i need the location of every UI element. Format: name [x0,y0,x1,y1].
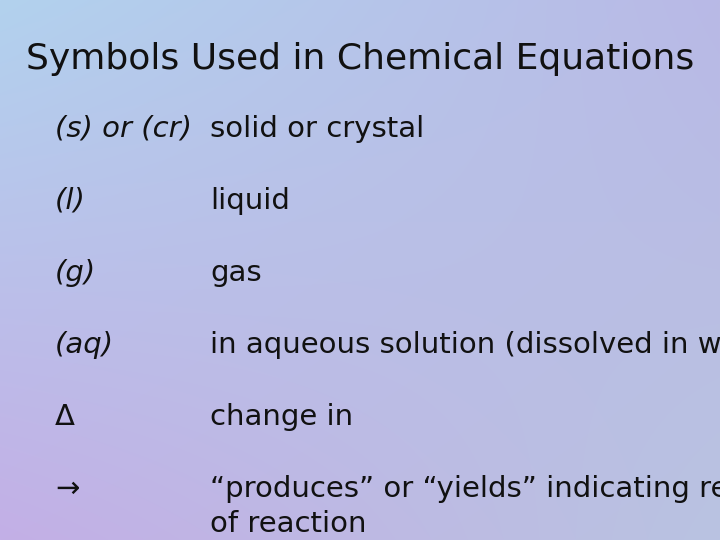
Text: →: → [55,475,79,503]
Text: gas: gas [210,259,261,287]
Text: liquid: liquid [210,187,290,215]
Text: (l): (l) [55,187,86,215]
Text: (aq): (aq) [55,331,114,359]
Text: Symbols Used in Chemical Equations: Symbols Used in Chemical Equations [26,42,694,76]
Text: “produces” or “yields” indicating result
of reaction: “produces” or “yields” indicating result… [210,475,720,538]
Text: in aqueous solution (dissolved in water): in aqueous solution (dissolved in water) [210,331,720,359]
Text: (s) or (cr): (s) or (cr) [55,115,192,143]
Text: solid or crystal: solid or crystal [210,115,424,143]
Text: Δ: Δ [55,403,75,431]
Text: change in: change in [210,403,353,431]
Text: (g): (g) [55,259,96,287]
